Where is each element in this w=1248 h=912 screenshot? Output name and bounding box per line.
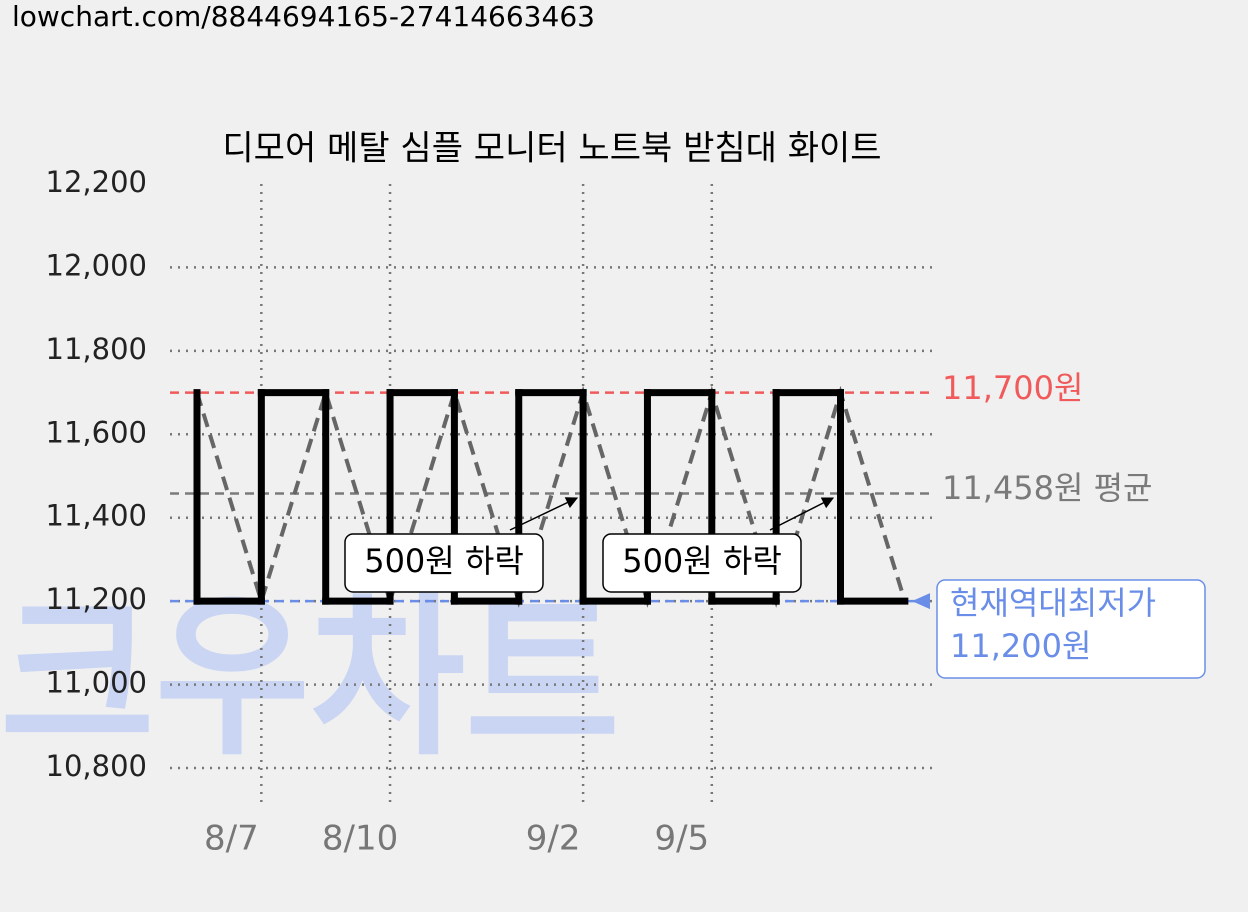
y-tick-label: 11,200 xyxy=(46,582,147,616)
annotation-arrow xyxy=(509,497,579,531)
reference-label: 현재역대최저가 xyxy=(950,584,1156,622)
annotation-text: 500원 하락 xyxy=(622,542,782,580)
trend-line xyxy=(195,385,907,608)
x-tick-label: 9/5 xyxy=(654,819,709,859)
reference-label: 11,700원 xyxy=(942,369,1083,407)
x-tick-label: 8/10 xyxy=(322,819,398,859)
annotation-arrow xyxy=(769,497,835,531)
annotation-text: 500원 하락 xyxy=(364,542,524,580)
y-tick-label: 12,000 xyxy=(46,248,147,282)
y-tick-label: 11,000 xyxy=(46,666,147,700)
x-tick-label: 8/7 xyxy=(204,819,259,859)
annotation-box xyxy=(344,533,544,593)
reference-arrow xyxy=(912,593,930,610)
reference-label-box xyxy=(936,579,1206,679)
chart-title: 디모어 메탈 심플 모니터 노트북 받침대 화이트 xyxy=(222,129,881,169)
y-tick-label: 10,800 xyxy=(46,749,147,783)
page-url: lowchart.com/8844694165-27414663463 xyxy=(12,0,595,33)
y-tick-label: 12,200 xyxy=(46,165,147,199)
y-tick-label: 11,800 xyxy=(46,332,147,366)
reference-label: 11,458원 평균 xyxy=(942,469,1152,507)
y-tick-label: 11,400 xyxy=(46,499,147,533)
reference-label: 11,200원 xyxy=(950,627,1091,665)
watermark: 크우차트 xyxy=(0,577,620,780)
x-tick-label: 9/2 xyxy=(526,819,581,859)
y-tick-label: 11,600 xyxy=(46,415,147,449)
annotation-box xyxy=(602,533,802,593)
